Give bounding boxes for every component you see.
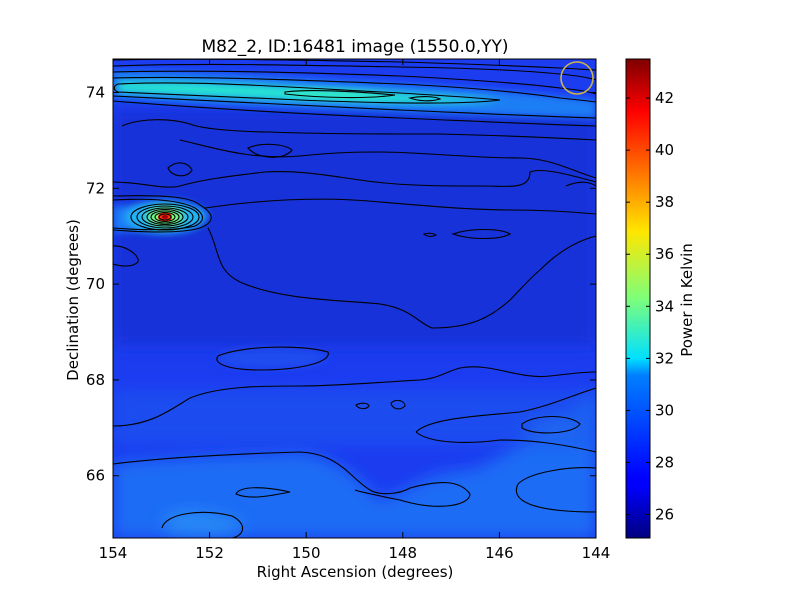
y-tick-label: 66 [86,467,105,485]
contour-bottom-right-2 [515,483,596,513]
contour-mid-2 [207,227,596,329]
source-ring [141,207,189,227]
source-rings [130,203,200,231]
contour-bottom-left [161,511,244,538]
x-tick-label: 150 [292,544,321,562]
mid-blob [217,348,327,368]
contour-left-1 [113,195,212,233]
contour-top-core-2 [408,96,442,102]
colorbar-tick-label: 30 [655,401,674,419]
y-tick-label: 72 [86,179,105,197]
contour-bottom-small [235,487,291,498]
colorbar [625,58,651,539]
beam-marker [560,61,594,95]
colorbar-tick-label: 40 [655,141,674,159]
contours [113,59,596,538]
x-axis: 154 152 150 148 146 144 [99,59,611,562]
contour-right-inner [521,416,581,434]
contour-top-2 [113,63,596,81]
plot-frame [112,58,597,539]
top-band-core [285,89,395,98]
contour-upper-b [247,143,293,158]
contour-lower-band [113,366,596,427]
contour-small-2 [390,399,406,410]
colorbar-tick-label: 38 [655,193,674,211]
mid-band [113,390,596,445]
contour-top-7 [113,100,596,127]
contour-mid-5 [422,232,437,237]
contour-top-4 [113,76,596,103]
contour-mid-long [204,198,596,215]
contour-blob-68 [216,346,329,371]
contour-upper-f [565,181,596,187]
y-tick-label: 70 [86,275,105,293]
source-peak [162,215,168,219]
source-ring [146,208,184,226]
contour-bottom-main [113,451,471,507]
colorbar-label: Power in Kelvin [678,243,696,357]
colorbar-tick-label: 28 [655,454,674,472]
source-ring [130,203,200,231]
contour-upper-d [113,169,596,188]
source-ring [154,211,176,223]
y-axis: 66 68 70 72 74 [86,84,596,485]
source-ring [158,213,172,221]
x-tick-label: 154 [99,544,128,562]
contour-upper-c [179,139,596,179]
contour-bottom-right [517,467,596,485]
bottom-bright-region [113,390,596,538]
contour-mid-3 [113,245,139,267]
x-tick-label: 148 [388,544,417,562]
contour-top-5 [113,82,501,104]
x-tick-label: 152 [195,544,224,562]
x-axis-label: Right Ascension (degrees) [257,563,454,581]
contour-top-3 [113,70,596,95]
y-tick-label: 68 [86,371,105,389]
source-ring [150,210,180,224]
colorbar-tick-label: 36 [655,245,674,263]
chart-title: M82_2, ID:16481 image (1550.0,YY) [201,37,508,57]
contour-small-1 [355,402,370,410]
y-axis-label: Declination (degrees) [64,219,82,381]
x-tick-label: 146 [485,544,514,562]
contour-right-patch-2 [415,431,596,453]
colorbar-axis: 26 28 30 32 34 36 38 40 42 [626,89,674,524]
contour-upper-a [121,119,596,141]
contour-top-6 [113,95,596,119]
x-tick-label: 144 [582,544,611,562]
heatmap [113,59,596,538]
y-tick-label: 74 [86,84,105,102]
contour-mid-4 [451,228,512,240]
colorbar-tick-label: 32 [655,349,674,367]
contour-upper-e [167,162,193,177]
source-ring [136,205,194,229]
contour-top-core-1 [284,90,396,99]
colorbar-tick-label: 42 [655,89,674,107]
colorbar-tick-label: 26 [655,506,674,524]
contour-right-patch [415,387,596,433]
bottom-left-patch [165,511,245,535]
colorbar-tick-label: 34 [655,297,674,315]
